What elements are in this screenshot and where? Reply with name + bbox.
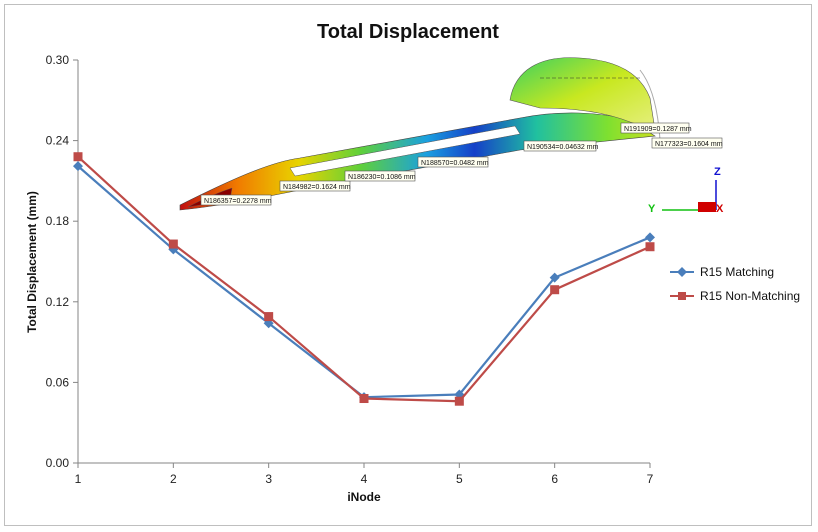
chart-area (4, 4, 812, 526)
x-tick-label: 5 (456, 472, 463, 486)
svg-text:N184982=0.1624 mm: N184982=0.1624 mm (283, 184, 351, 191)
triad-y-label: Y (648, 203, 656, 215)
data-point (550, 285, 560, 295)
svg-text:N186357=0.2278 mm: N186357=0.2278 mm (204, 198, 272, 205)
svg-text:N186230=0.1086 mm: N186230=0.1086 mm (348, 174, 416, 181)
callout-node-191909: N191909=0.1287 mm (620, 122, 692, 134)
data-point (454, 396, 464, 406)
callout-node-190534: N190534=0.04632 mm (523, 140, 599, 152)
svg-text:R15 Non-Matching: R15 Non-Matching (700, 289, 800, 303)
data-point (264, 312, 274, 322)
x-tick-label: 7 (647, 472, 654, 486)
svg-text:N177323=0.1604 mm: N177323=0.1604 mm (655, 141, 723, 148)
y-tick-label: 0.24 (46, 134, 70, 148)
x-tick-group: 1 2 3 4 5 6 7 (75, 463, 654, 486)
data-point (168, 239, 178, 249)
y-tick-label: 0.00 (46, 456, 70, 470)
callout-node-186230: N186230=0.1086 mm (344, 170, 416, 182)
callout-node-184982: N184982=0.1624 mm (279, 180, 351, 192)
svg-text:N190534=0.04632 mm: N190534=0.04632 mm (527, 144, 599, 151)
x-tick-label: 3 (265, 472, 272, 486)
triad-z-label: Z (714, 166, 721, 178)
callout-labels: N186357=0.2278 mm N184982=0.1624 mm N186… (200, 122, 723, 206)
series-line-r15-matching (77, 165, 651, 399)
callout-node-186357: N186357=0.2278 mm (200, 194, 272, 206)
series-layer (73, 152, 655, 406)
y-tick-label: 0.12 (46, 295, 70, 309)
y-tick-label: 0.18 (46, 214, 70, 228)
y-tick-group: 0.00 0.06 0.12 0.18 0.24 0.30 (46, 53, 78, 470)
legend-item-r15-non-matching: R15 Non-Matching (670, 289, 800, 303)
data-point (73, 152, 83, 162)
callout-node-177323: N177323=0.1604 mm (651, 137, 723, 149)
svg-text:N188570=0.0482 mm: N188570=0.0482 mm (421, 160, 489, 167)
axis-triad: Z Y X (648, 166, 724, 215)
legend: R15 Matching R15 Non-Matching (670, 265, 800, 303)
svg-text:N191909=0.1287 mm: N191909=0.1287 mm (624, 126, 692, 133)
x-tick-label: 1 (75, 472, 82, 486)
data-point (645, 242, 655, 252)
chart-title: Total Displacement (317, 21, 499, 43)
series-line-r15-non-matching (77, 155, 651, 403)
x-tick-label: 6 (551, 472, 558, 486)
series-r15-non-matching (73, 152, 655, 406)
x-tick-label: 2 (170, 472, 177, 486)
y-tick-label: 0.30 (46, 53, 70, 67)
legend-item-r15-matching: R15 Matching (670, 265, 774, 279)
data-point (645, 232, 655, 243)
x-tick-label: 4 (361, 472, 368, 486)
callout-node-188570: N188570=0.0482 mm (417, 156, 489, 168)
svg-text:R15 Matching: R15 Matching (700, 265, 774, 279)
y-axis-title: Total Displacement (mm) (25, 191, 39, 333)
data-point (73, 161, 83, 172)
part-model-image (179, 57, 661, 211)
y-tick-label: 0.06 (46, 375, 70, 389)
triad-x-label: X (716, 203, 724, 215)
data-point (549, 272, 560, 283)
x-axis-title: iNode (347, 490, 381, 504)
series-r15-matching (73, 161, 655, 403)
data-point (359, 394, 369, 404)
